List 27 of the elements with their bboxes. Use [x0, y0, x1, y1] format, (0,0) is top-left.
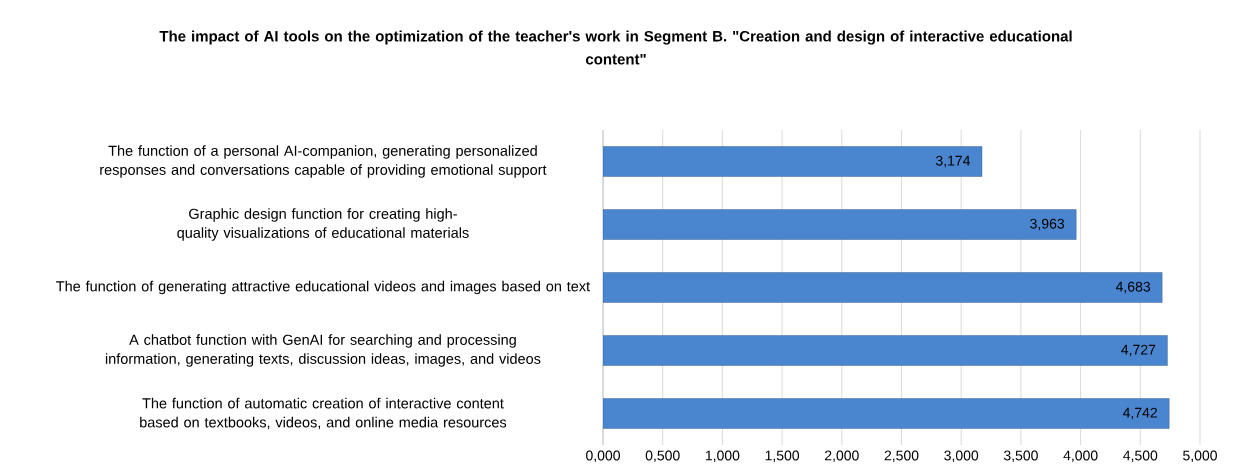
data-label: 4,727 — [1121, 344, 1156, 357]
y-tick-label: A chatbot function with GenAI for searching and processing information, generating texts, discussion ideas, images, and videos — [105, 334, 541, 367]
x-tick-label: 1,000 — [705, 450, 740, 463]
x-tick-label: 0,000 — [586, 450, 620, 463]
x-tick-label: 2,500 — [884, 450, 919, 463]
x-tick-label: 2,000 — [824, 450, 859, 463]
data-label: 3,963 — [1030, 218, 1065, 231]
bar — [603, 209, 1077, 240]
data-label: 3,174 — [935, 155, 971, 168]
x-tick-label: 3,500 — [1003, 450, 1038, 463]
bar — [603, 335, 1168, 366]
bar — [603, 398, 1170, 429]
x-tick-label: 3,000 — [944, 450, 979, 463]
y-tick-label: The function of generating attractive educational videos and images based on text — [56, 280, 590, 295]
x-tick-label: 1,500 — [765, 450, 800, 463]
x-tick-label: 0,500 — [645, 450, 680, 463]
data-label: 4,742 — [1122, 407, 1157, 420]
y-tick-label: The function of automatic creation of interactive content based on textbooks, videos, and online media resources — [140, 397, 507, 430]
y-tick-label: The function of a personal AI-companion, generating personalized responses and conversations capable of providing emotional support — [100, 145, 547, 178]
x-tick-label: 4,500 — [1123, 450, 1158, 463]
y-tick-label: Graphic design function for creating high-quality visualizations of educational materials — [177, 208, 469, 241]
bar — [603, 146, 983, 177]
bar — [603, 272, 1163, 303]
data-label: 4,683 — [1115, 281, 1151, 294]
x-tick-label: 4,000 — [1063, 450, 1098, 463]
x-tick-label: 5,000 — [1183, 450, 1217, 463]
chart-title: The impact of AI tools on the optimization of the teacher's work in Segment B. "Creation and design of interactive educational content" — [159, 30, 1072, 65]
